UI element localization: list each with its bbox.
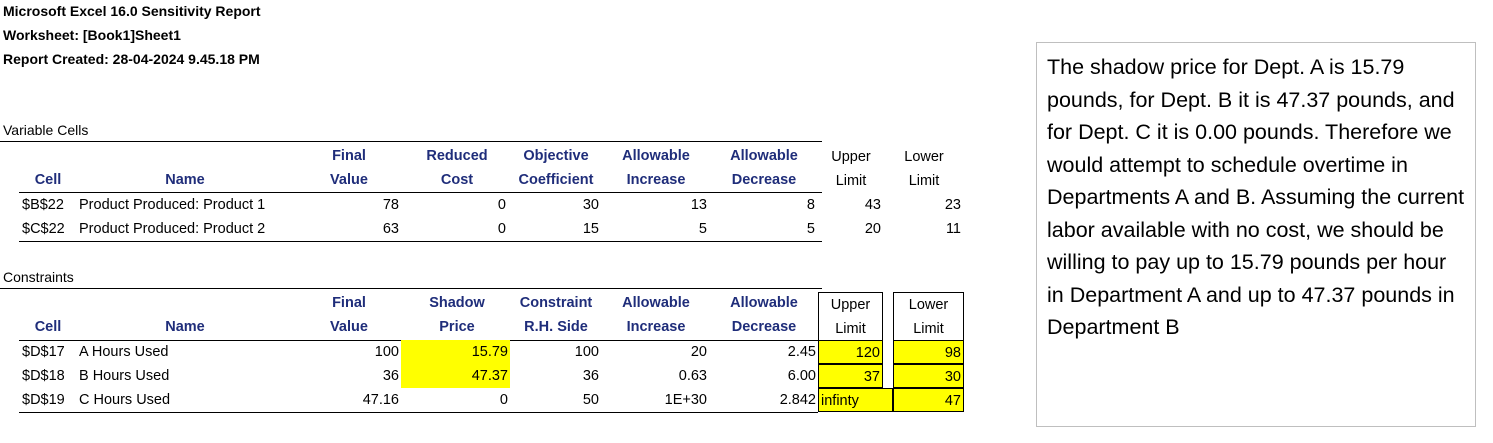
col-header-decrease-1: Allowable	[730, 295, 798, 311]
col-header-increase-2: Increase	[626, 172, 686, 188]
col-header-objective-1: Objective	[523, 148, 589, 164]
allowable-decrease: 8	[806, 197, 815, 213]
constraint-rhs: 36	[582, 368, 599, 384]
constraint-rhs: 50	[582, 392, 599, 408]
report-created: Report Created: 28-04-2024 9.45.18 PM	[3, 51, 260, 67]
lower-limit: 98	[893, 340, 964, 364]
lower-limit: 30	[893, 364, 964, 388]
cell-ref: $D$17	[22, 344, 65, 360]
lower-limit: 47	[893, 388, 964, 412]
cell-name: B Hours Used	[79, 368, 170, 384]
col-header-increase-2: Increase	[626, 319, 686, 335]
shadow-price: 0	[499, 392, 508, 408]
allowable-increase: 1E+30	[664, 392, 707, 408]
col-header-decrease-2: Decrease	[731, 172, 797, 188]
shadow-price: 47.37	[401, 364, 510, 388]
col-header-final-2: Value	[330, 172, 368, 188]
upper-limit: 120	[818, 340, 883, 364]
constraint-rhs: 100	[574, 344, 599, 360]
upper-limit: 20	[864, 221, 881, 237]
col-header-lower-2: Limit	[908, 173, 940, 189]
col-header-increase-1: Allowable	[622, 295, 690, 311]
col-header-reduced-2: Cost	[440, 172, 474, 188]
allowable-decrease: 5	[806, 221, 815, 237]
objective-coefficient: 15	[582, 221, 599, 237]
variable-cells-header-rule	[19, 192, 822, 193]
final-value: 100	[374, 344, 399, 360]
lower-limit: 23	[944, 197, 961, 213]
final-value: 47.16	[362, 392, 399, 408]
allowable-increase: 20	[690, 344, 707, 360]
constraints-bottom-rule	[19, 412, 818, 413]
col-header-rhs-2: R.H. Side	[524, 319, 588, 335]
reduced-cost: 0	[497, 197, 506, 213]
final-value: 36	[382, 368, 399, 384]
col-header-name: Name	[165, 319, 205, 335]
col-header-lower-1: Lower	[904, 149, 944, 165]
cell-ref: $B$22	[22, 197, 64, 213]
analysis-note-text: The shadow price for Dept. A is 15.79 po…	[1047, 55, 1465, 339]
col-header-increase-1: Allowable	[622, 148, 690, 164]
allowable-decrease: 2.45	[787, 344, 816, 360]
cell-ref: $D$18	[22, 368, 65, 384]
analysis-note-box: The shadow price for Dept. A is 15.79 po…	[1036, 42, 1476, 427]
col-header-upper-limit: Upper Limit	[818, 292, 883, 341]
col-header-lower-2: Limit	[913, 321, 944, 337]
report-title: Microsoft Excel 16.0 Sensitivity Report	[3, 3, 261, 19]
objective-coefficient: 30	[582, 197, 599, 213]
col-header-shadow-2: Price	[439, 319, 475, 335]
col-header-upper-1: Upper	[831, 149, 871, 165]
cell-ref: $C$22	[22, 221, 65, 237]
final-value: 63	[382, 221, 399, 237]
allowable-decrease: 6.00	[787, 368, 816, 384]
cell-name: C Hours Used	[79, 392, 171, 408]
col-header-upper-1: Upper	[830, 297, 871, 313]
col-header-cell: Cell	[34, 172, 62, 188]
cell-ref: $D$19	[22, 392, 65, 408]
reduced-cost: 0	[497, 221, 506, 237]
upper-limit: infinty	[818, 388, 893, 412]
col-header-shadow-1: Shadow	[429, 295, 485, 311]
constraints-top-rule	[0, 288, 822, 289]
col-header-final-1: Final	[332, 148, 366, 164]
allowable-increase: 0.63	[678, 368, 707, 384]
col-header-decrease-1: Allowable	[730, 148, 798, 164]
col-header-lower-limit: Lower Limit	[893, 292, 964, 341]
col-header-cell: Cell	[34, 319, 62, 335]
col-header-decrease-2: Decrease	[731, 319, 797, 335]
cell-name: Product Produced: Product 1	[79, 197, 266, 213]
col-header-name: Name	[165, 172, 205, 188]
lower-limit: 11	[945, 221, 961, 237]
report-worksheet: Worksheet: [Book1]Sheet1	[3, 27, 181, 43]
constraints-label: Constraints	[3, 269, 74, 285]
variable-cells-bottom-rule	[19, 241, 822, 242]
cell-name: A Hours Used	[79, 344, 169, 360]
col-header-upper-2: Limit	[835, 321, 866, 337]
shadow-price: 15.79	[401, 340, 510, 364]
variable-cells-top-rule	[0, 141, 822, 142]
upper-limit: 43	[864, 197, 881, 213]
col-header-reduced-1: Reduced	[426, 148, 488, 164]
col-header-final-1: Final	[332, 295, 366, 311]
final-value: 78	[382, 197, 399, 213]
allowable-increase: 13	[690, 197, 707, 213]
col-header-objective-2: Coefficient	[518, 172, 594, 188]
col-header-rhs-1: Constraint	[519, 295, 593, 311]
col-header-lower-1: Lower	[908, 297, 949, 313]
col-header-final-2: Value	[330, 319, 368, 335]
allowable-increase: 5	[698, 221, 707, 237]
cell-name: Product Produced: Product 2	[79, 221, 266, 237]
variable-cells-label: Variable Cells	[3, 122, 89, 138]
allowable-decrease: 2.842	[779, 392, 816, 408]
col-header-upper-2: Limit	[835, 173, 867, 189]
upper-limit: 37	[818, 364, 883, 388]
